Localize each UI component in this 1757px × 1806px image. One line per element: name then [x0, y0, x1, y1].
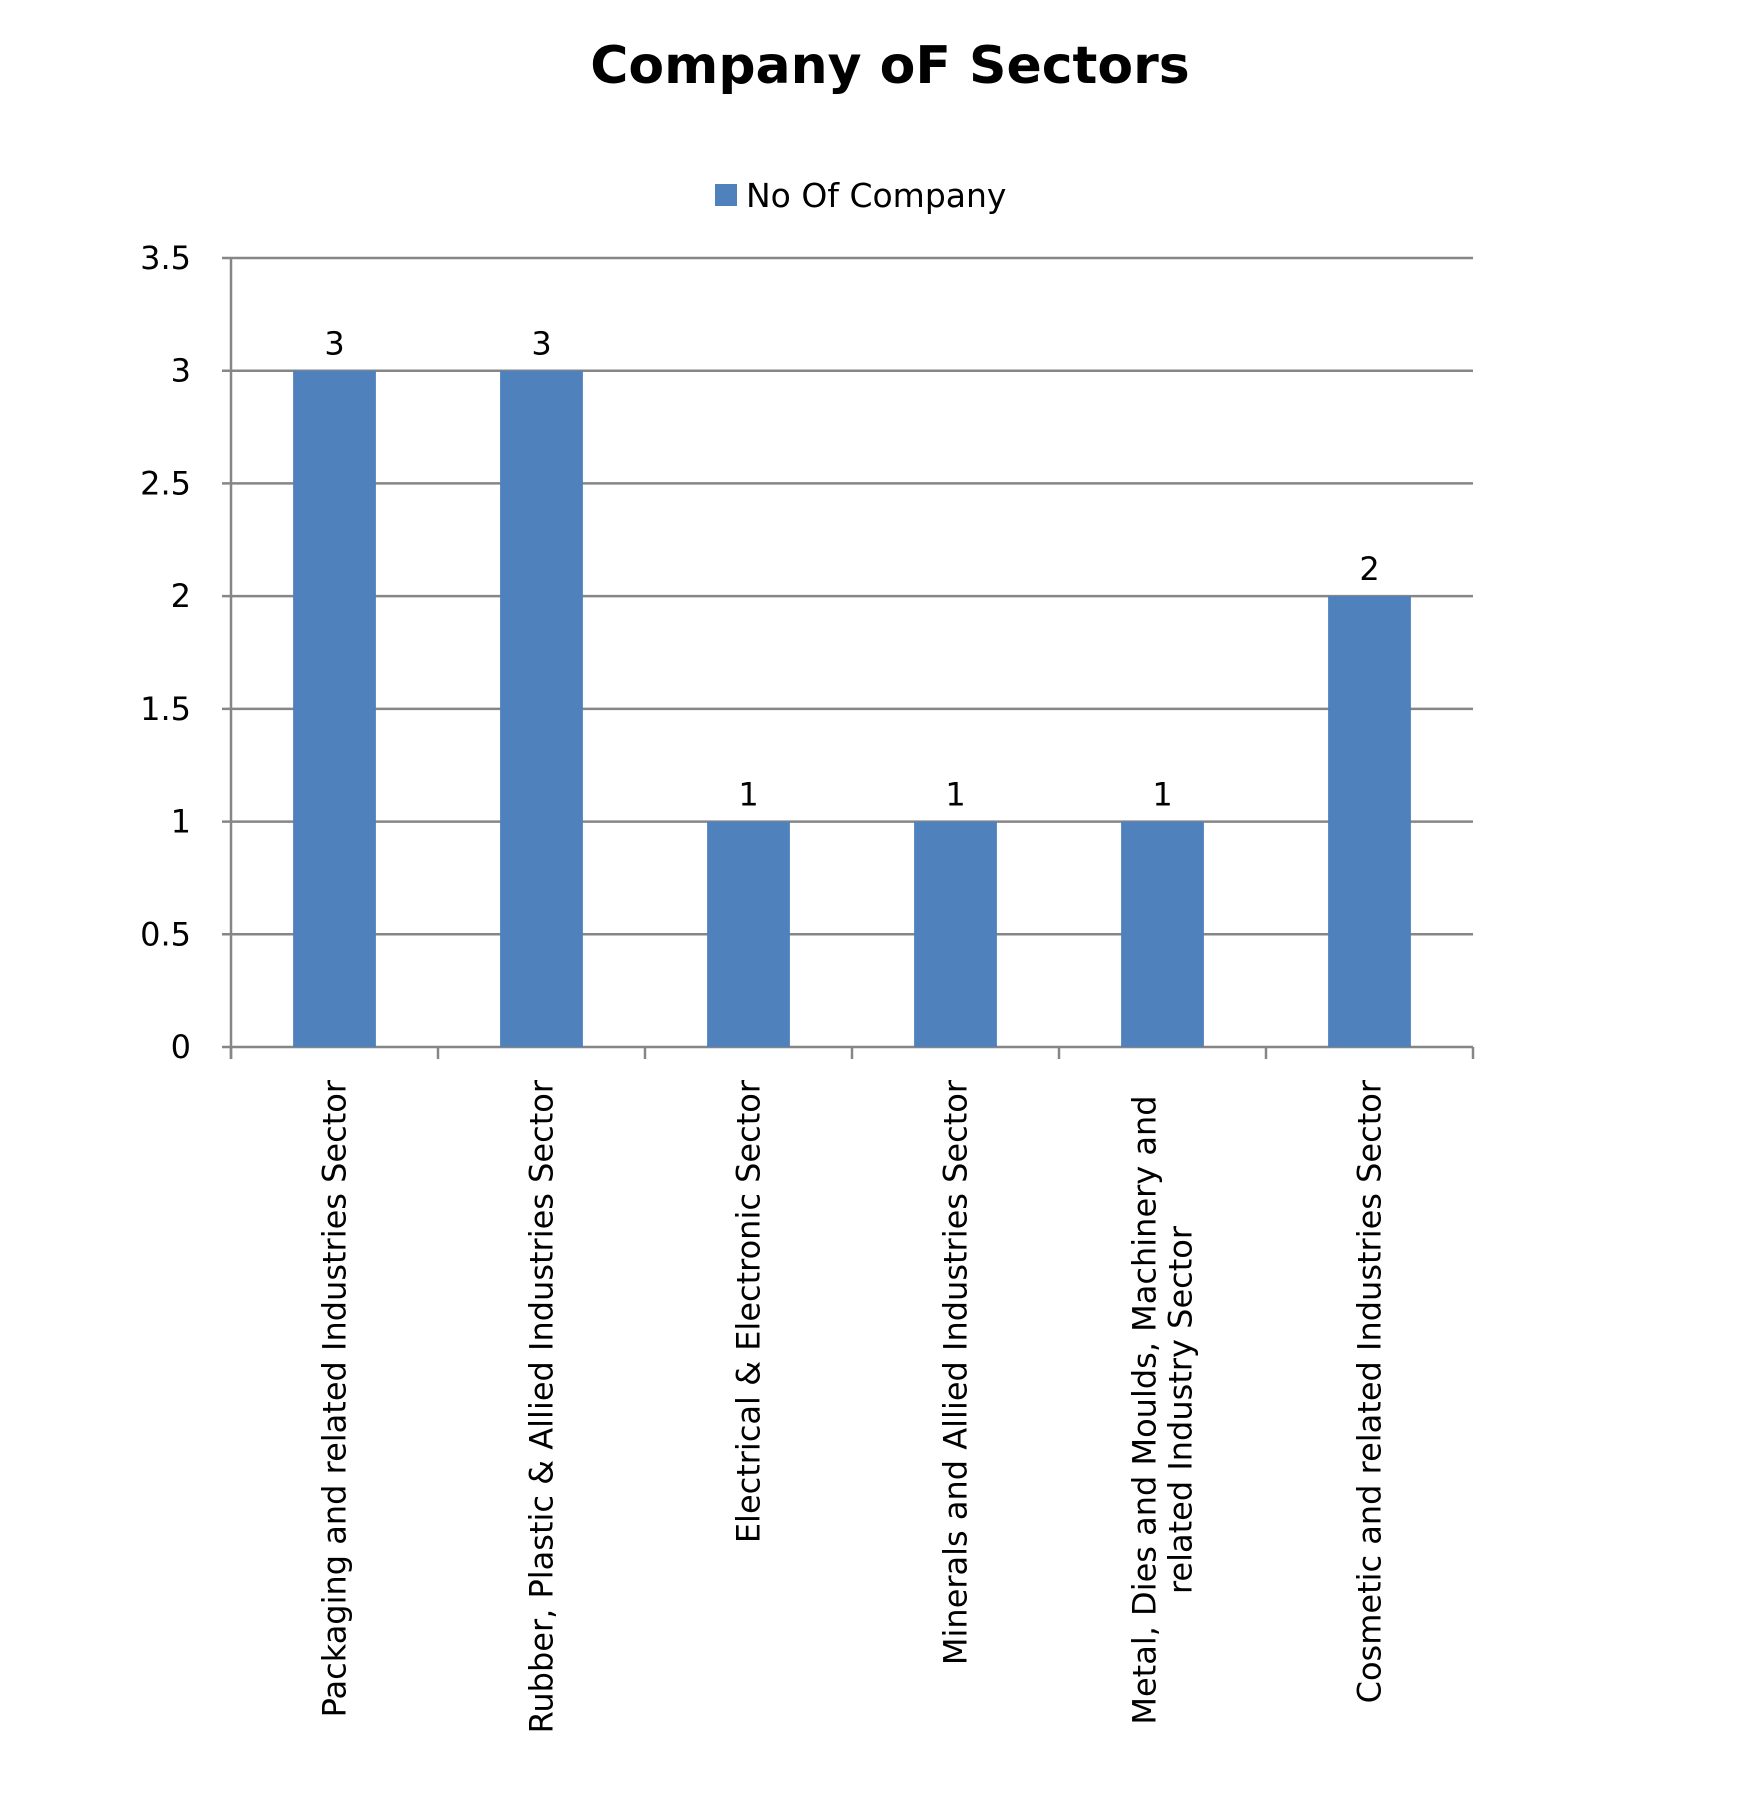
data-label: 1 — [738, 776, 758, 814]
y-tick-label: 0.5 — [140, 915, 191, 953]
y-tick-label: 3.5 — [140, 239, 191, 277]
y-tick-label: 2 — [171, 577, 191, 615]
data-label: 3 — [531, 325, 551, 363]
x-category-label: Metal, Dies and Moulds, Machinery and — [1126, 1095, 1164, 1724]
data-label: 1 — [1152, 776, 1172, 814]
x-category-label: Minerals and Allied Industries Sector — [937, 1079, 975, 1665]
bar — [707, 821, 790, 1047]
x-category-label: Rubber, Plastic & Allied Industries Sect… — [523, 1079, 561, 1733]
legend-label: No Of Company — [746, 176, 1006, 215]
bar — [1121, 821, 1204, 1047]
legend: No Of Company — [715, 176, 1006, 215]
y-tick-label: 1.5 — [140, 690, 191, 728]
chart-title: Company oF Sectors — [590, 36, 1189, 96]
x-category-label: related Industry Sector — [1162, 1225, 1200, 1594]
y-tick-label: 0 — [171, 1028, 191, 1066]
data-label: 1 — [945, 776, 965, 814]
x-category-label: Electrical & Electronic Sector — [730, 1079, 768, 1543]
bar — [500, 370, 583, 1047]
data-label: 2 — [1359, 550, 1379, 588]
y-tick-label: 1 — [171, 803, 191, 841]
data-label: 3 — [324, 325, 344, 363]
bar — [1328, 596, 1411, 1047]
y-tick-label: 2.5 — [140, 464, 191, 502]
bar — [293, 370, 376, 1047]
legend-swatch — [715, 184, 737, 206]
y-tick-label: 3 — [171, 352, 191, 390]
x-category-label: Packaging and related Industries Sector — [316, 1079, 354, 1717]
x-category-label: Cosmetic and related Industries Sector — [1351, 1079, 1389, 1703]
bar — [914, 821, 997, 1047]
